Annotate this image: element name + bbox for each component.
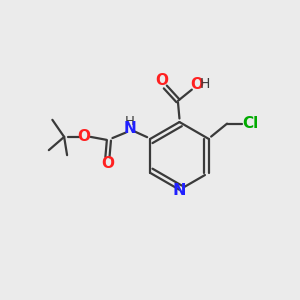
Text: H: H xyxy=(124,116,134,128)
Text: O: O xyxy=(155,73,168,88)
Text: H: H xyxy=(200,77,210,91)
Text: O: O xyxy=(101,157,114,172)
Text: N: N xyxy=(123,122,136,136)
Text: O: O xyxy=(77,128,90,143)
Text: Cl: Cl xyxy=(242,116,259,130)
Text: N: N xyxy=(173,183,186,198)
Text: O: O xyxy=(190,76,204,92)
